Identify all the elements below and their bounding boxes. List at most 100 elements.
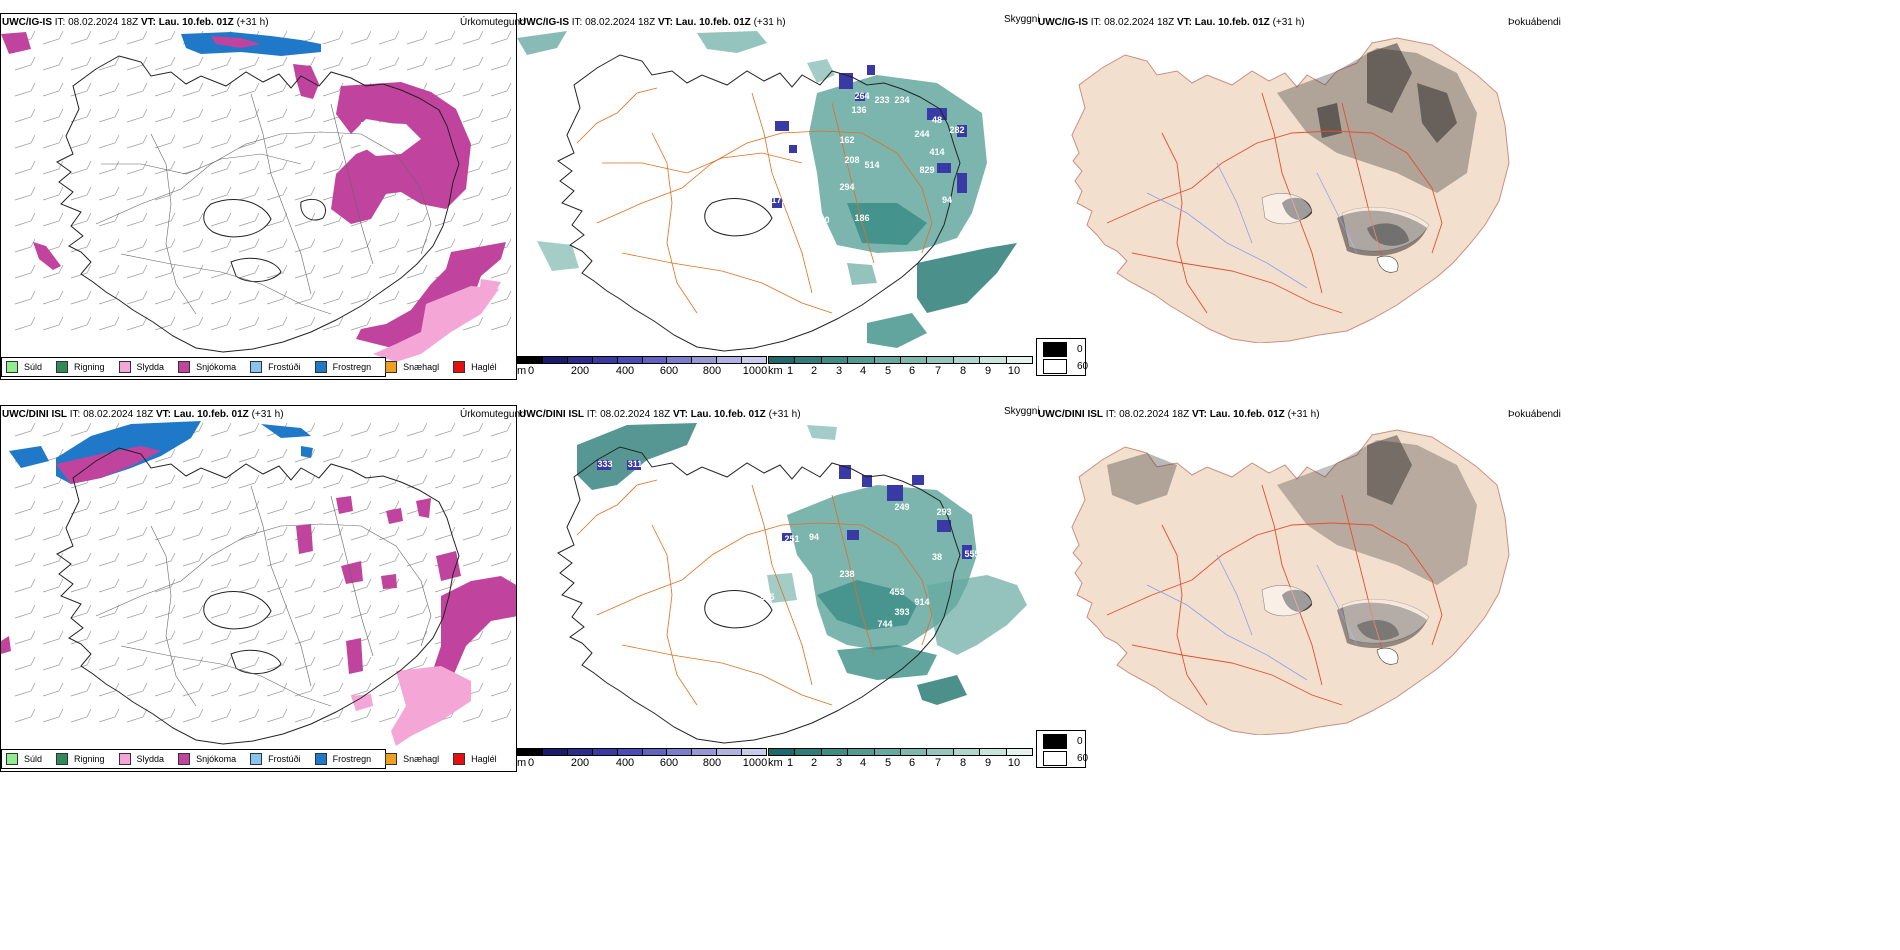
wind-barb [210,160,232,175]
wind-barb [378,56,400,71]
wind-barb [126,108,148,123]
height-unit: m [517,757,527,769]
it-value: 08.02.2024 18Z [68,17,139,28]
vis-value: 311 [628,459,643,469]
land-mass [1071,37,1510,343]
wind-barb [70,578,92,593]
wind-barb [210,264,232,279]
legend-label: Rigning [74,362,105,372]
wind-barb [210,448,232,463]
wind-barb [462,708,484,723]
legend-item: Súld [6,753,42,765]
variable-label-visibility-top: Skyggni [1004,14,1040,25]
wind-barb [378,30,400,45]
legend-label: Slydda [136,754,165,764]
height-tick: 800 [702,365,722,377]
wind-barb [70,708,92,723]
wind-barb [42,264,64,279]
precip-panel-top: Súld Rigning Slydda Snjókoma Frostúði Fr… [0,13,517,380]
wind-barb [70,630,92,645]
wind-barb [42,656,64,671]
land-mass [1071,429,1510,735]
wind-barb [294,212,316,227]
wind-barb [322,238,344,253]
lead-time: (+31 h) [1272,17,1305,28]
height-tick: 800 [702,757,722,769]
wind-barb [294,290,316,305]
vt-label: VT: [657,17,673,28]
wind-barb [42,212,64,227]
wind-barb [378,526,400,541]
wind-barb [126,212,148,227]
header-fog-top: UWC/IG-IS IT: 08.02.2024 18Z VT: Lau. 10… [1038,17,1305,29]
wind-barb [70,264,92,279]
model-name: UWC/DINI ISL [519,409,584,420]
variable-label-visibility-bottom: Skyggni [1004,406,1040,417]
wind-barb [294,316,316,331]
wind-barb [210,578,232,593]
legend-swatch [6,361,18,373]
wind-barb [154,82,176,97]
wind-barb [490,212,512,227]
wind-barb [98,708,120,723]
wind-barb [210,604,232,619]
fog-legend-top: 0 60 [1036,338,1088,376]
wind-barb [154,186,176,201]
wind-barb [266,264,288,279]
lead-time: (+31 h) [236,17,269,28]
lead-time: (+31 h) [753,17,786,28]
legend-label: Slydda [136,362,165,372]
vis-value: 94 [942,195,952,205]
wind-barb [210,134,232,149]
wind-barb [98,108,120,123]
vis-tick: 10 [1007,757,1021,769]
wind-barb [378,290,400,305]
wind-barb [266,186,288,201]
wind-barb [182,682,204,697]
wind-barb [126,604,148,619]
height-tick: 0 [527,365,535,377]
wind-barb [182,238,204,253]
wind-barb [154,316,176,331]
wind-barb [182,160,204,175]
wind-barb [98,526,120,541]
wind-barb [378,630,400,645]
vt-label: VT: [140,17,156,28]
wind-barb [182,552,204,567]
wind-barb [238,552,260,567]
legend-swatch [314,361,327,373]
vis-value: 514 [864,160,879,170]
vt-label: VT: [155,409,171,420]
model-name: UWC/IG-IS [2,17,52,28]
wind-barb [210,212,232,227]
wind-barb [182,630,204,645]
coastline [56,447,460,745]
precip-map-top [1,30,512,362]
vis-colorbar-swatches [768,748,1033,756]
height-colorbar-swatches [517,356,767,364]
wind-barb [350,708,372,723]
wind-barb [490,708,512,723]
fog-swatch-0 [1043,342,1067,357]
vis-tick: 7 [934,757,942,769]
wind-barb [210,238,232,253]
precip-areas [1,32,506,362]
vis-value: 282 [949,125,964,135]
wind-barb [462,552,484,567]
fog-shading [1277,43,1477,257]
wind-barb [322,552,344,567]
vt-value: Lau. 10.feb. 01Z [173,409,249,420]
wind-barb [14,604,36,619]
wind-barb [98,682,120,697]
wind-barb [70,186,92,201]
vis-value: 205 [759,592,774,602]
wind-barb [238,578,260,593]
wind-barb [294,656,316,671]
wind-barb [406,578,428,593]
wind-barb [294,134,316,149]
wind-barb [154,552,176,567]
wind-barb [238,604,260,619]
wind-barb [182,500,204,515]
header-fog-bottom: UWC/DINI ISL IT: 08.02.2024 18Z VT: Lau.… [1038,409,1320,421]
wind-barb [210,708,232,723]
